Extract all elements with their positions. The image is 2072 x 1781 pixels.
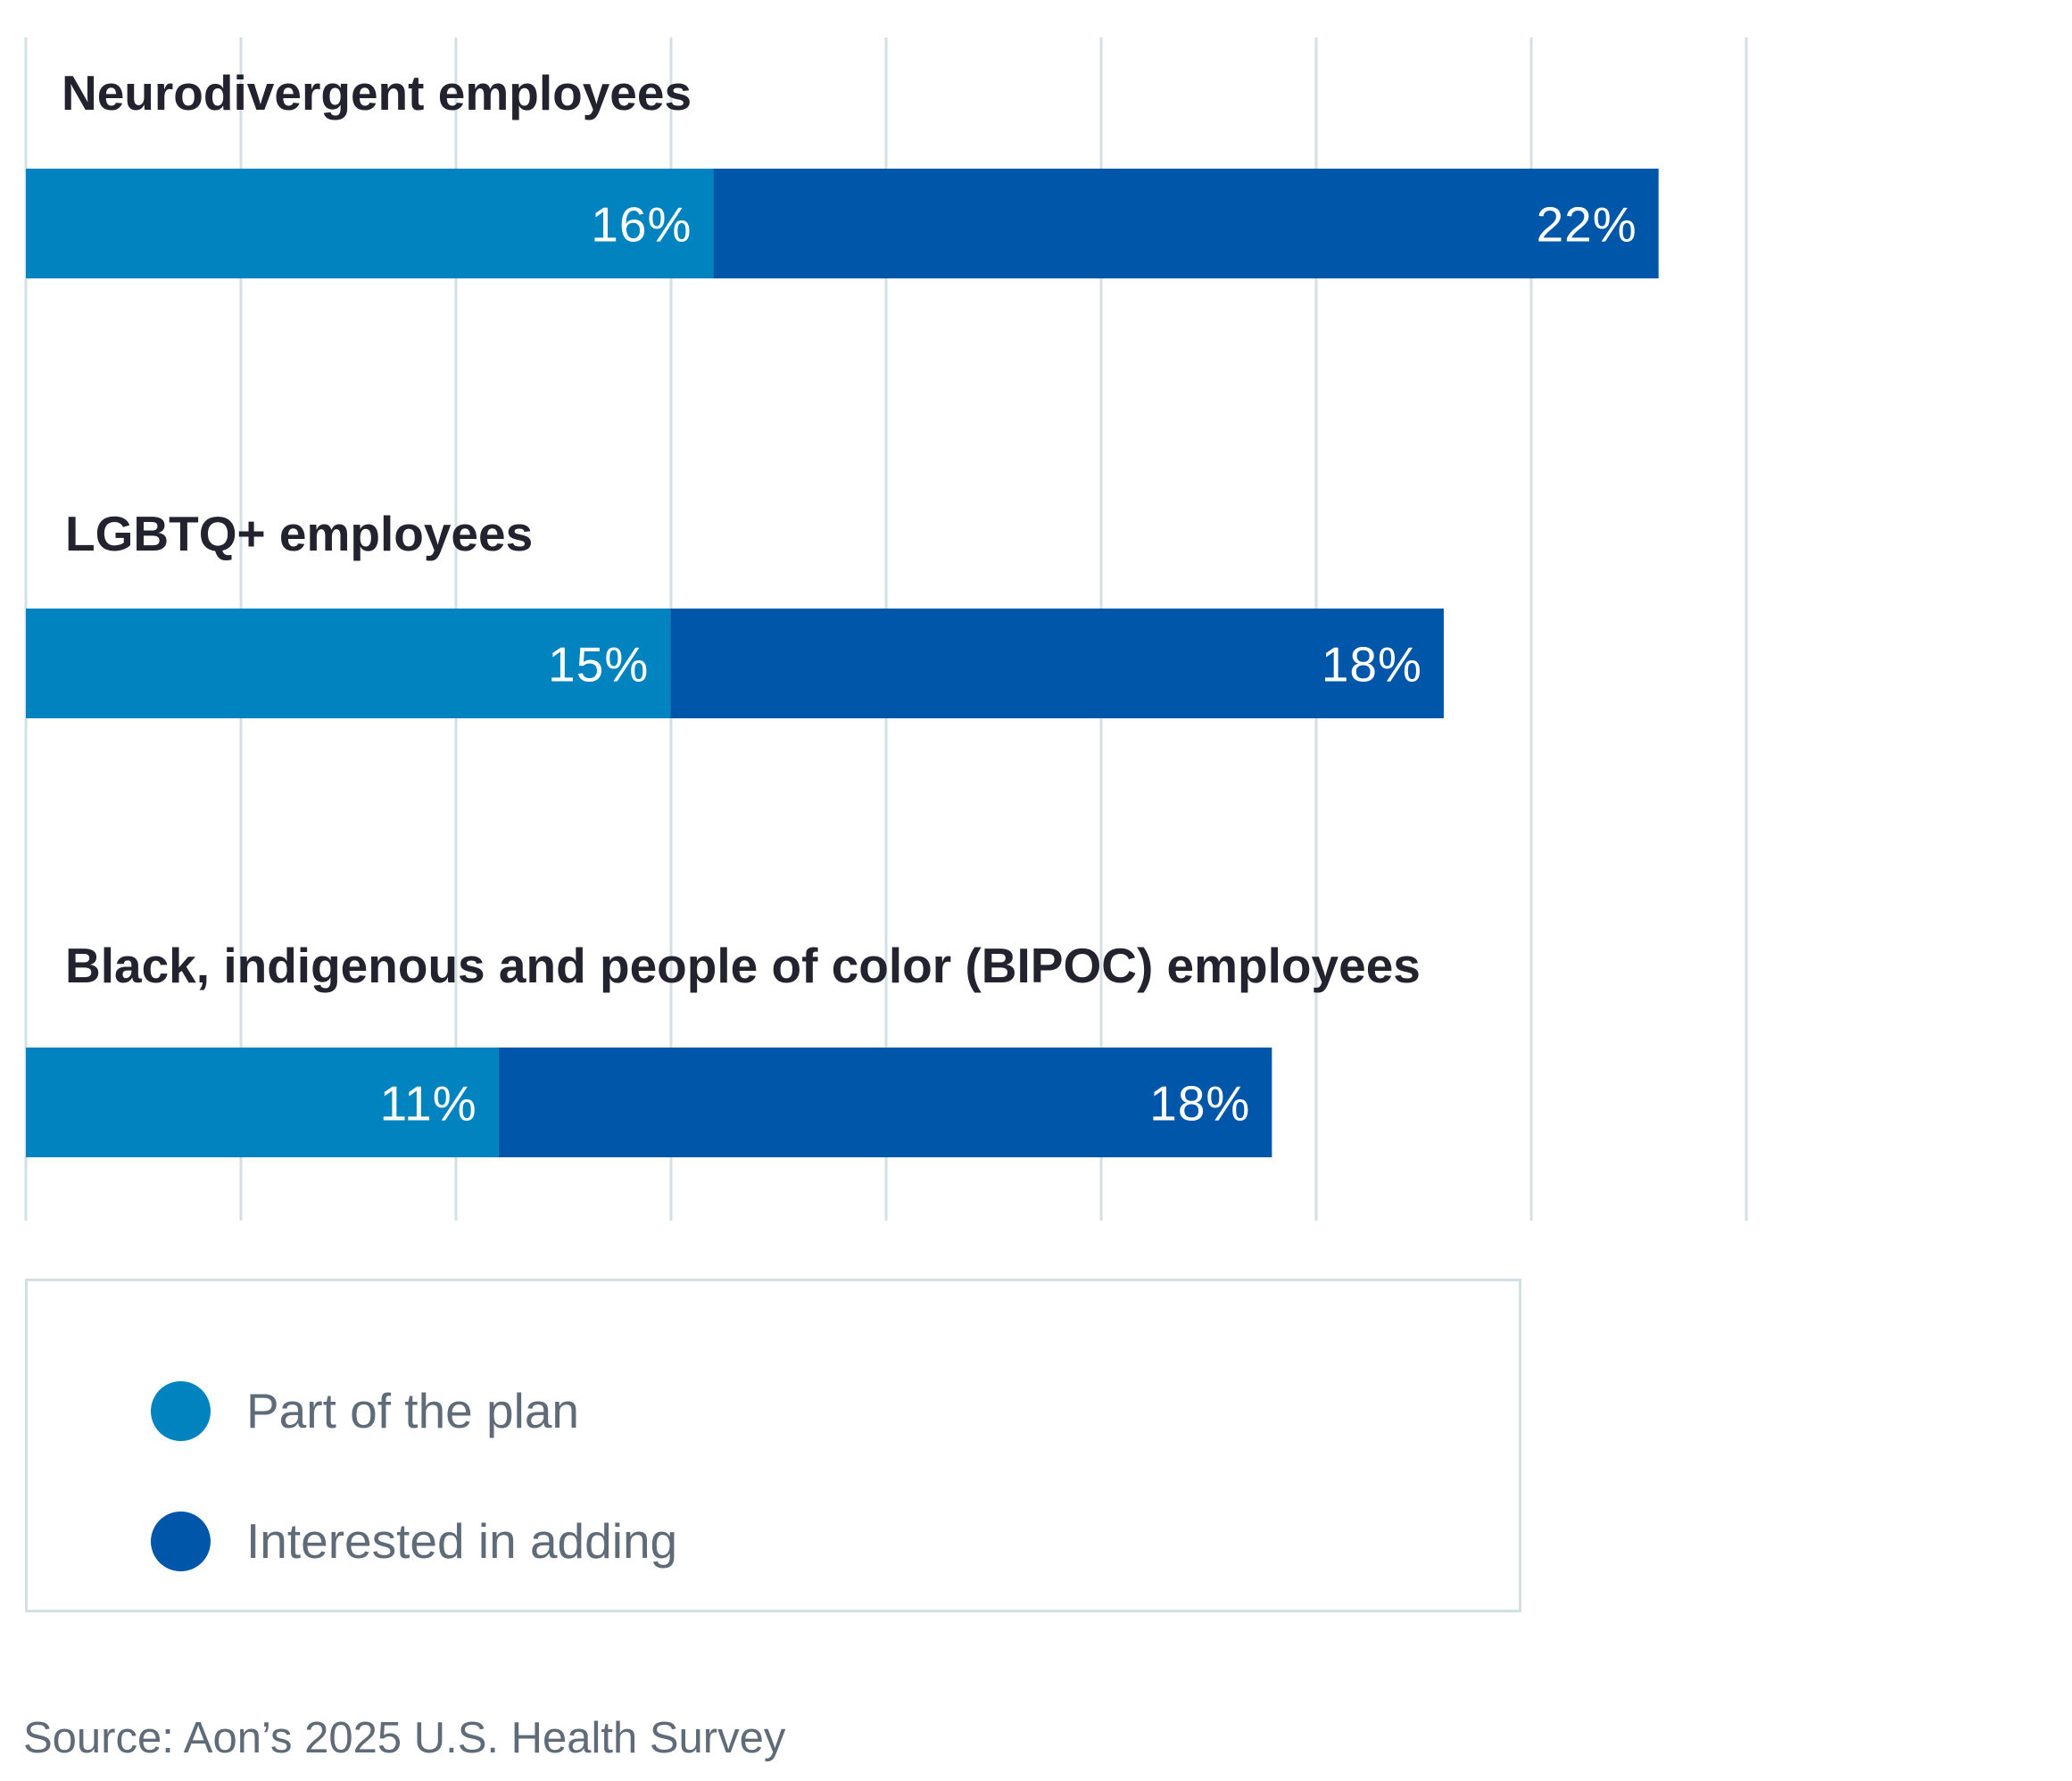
legend-label-interested-in-adding: Interested in adding (246, 1513, 678, 1569)
category-label: Black, indigenous and people of color (B… (65, 938, 1421, 993)
chart-legend: Part of the plan Interested in adding (25, 1279, 1521, 1612)
data-label: 18% (1149, 1076, 1250, 1131)
data-label: 11% (380, 1076, 477, 1131)
source-note: Source: Aon’s 2025 U.S. Health Survey (23, 1714, 786, 1762)
legend-swatch-part-of-plan (151, 1380, 211, 1441)
category-label: LGBTQ+ employees (65, 506, 533, 561)
stacked-bar-chart: Neurodivergent employees 16% 22% LGBTQ+ emp… (24, 37, 1748, 1221)
bar-segment-part-of-plan (26, 1048, 499, 1157)
bar-segment-interested-in-adding (713, 169, 1659, 278)
data-label: 18% (1322, 637, 1422, 692)
data-label: 16% (591, 197, 692, 253)
legend-swatch-interested-in-adding (151, 1511, 211, 1571)
bar-segment-part-of-plan (26, 609, 671, 718)
legend-item-interested-in-adding: Interested in adding (151, 1510, 677, 1572)
bar-segment-interested-in-adding (670, 609, 1444, 718)
legend-label-part-of-plan: Part of the plan (246, 1383, 580, 1438)
bar-segment-part-of-plan (26, 169, 714, 278)
data-label: 15% (548, 637, 649, 692)
legend-item-part-of-plan: Part of the plan (151, 1379, 579, 1442)
category-label: Neurodivergent employees (62, 65, 692, 120)
data-label: 22% (1537, 197, 1637, 253)
bar-segment-interested-in-adding (498, 1048, 1272, 1157)
